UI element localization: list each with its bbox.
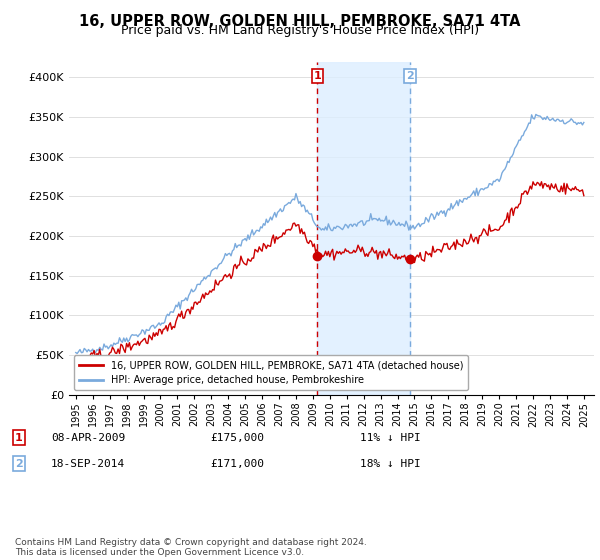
Text: Price paid vs. HM Land Registry's House Price Index (HPI): Price paid vs. HM Land Registry's House … (121, 24, 479, 37)
Text: 1: 1 (314, 71, 322, 81)
Text: £175,000: £175,000 (210, 433, 264, 443)
Bar (317, 62, 410, 395)
Text: 11% ↓ HPI: 11% ↓ HPI (360, 433, 421, 443)
Text: 2: 2 (406, 71, 413, 81)
Text: 16, UPPER ROW, GOLDEN HILL, PEMBROKE, SA71 4TA: 16, UPPER ROW, GOLDEN HILL, PEMBROKE, SA… (79, 14, 521, 29)
Text: 18% ↓ HPI: 18% ↓ HPI (360, 459, 421, 469)
Legend: 16, UPPER ROW, GOLDEN HILL, PEMBROKE, SA71 4TA (detached house), HPI: Average pr: 16, UPPER ROW, GOLDEN HILL, PEMBROKE, SA… (74, 356, 468, 390)
Text: £171,000: £171,000 (210, 459, 264, 469)
Text: 2: 2 (15, 459, 23, 469)
Text: 18-SEP-2014: 18-SEP-2014 (51, 459, 125, 469)
Text: 1: 1 (15, 433, 23, 443)
Text: Contains HM Land Registry data © Crown copyright and database right 2024.
This d: Contains HM Land Registry data © Crown c… (15, 538, 367, 557)
Text: 08-APR-2009: 08-APR-2009 (51, 433, 125, 443)
